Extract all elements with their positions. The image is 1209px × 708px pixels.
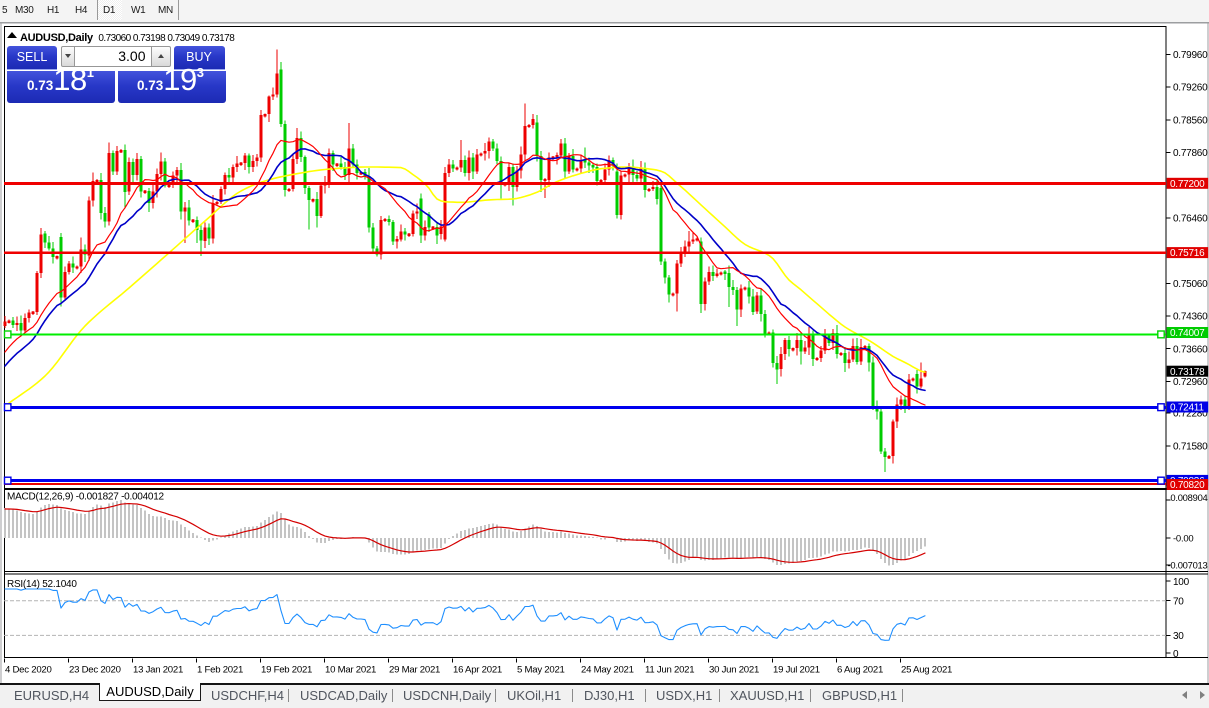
svg-text:0.74360: 0.74360 — [1173, 312, 1208, 323]
svg-text:19 Jul 2021: 19 Jul 2021 — [773, 665, 820, 676]
svg-text:0.70820: 0.70820 — [1170, 480, 1205, 491]
svg-text:13 Jan 2021: 13 Jan 2021 — [133, 665, 183, 676]
svg-text:25 Aug 2021: 25 Aug 2021 — [901, 665, 952, 676]
svg-text:1 Feb 2021: 1 Feb 2021 — [197, 665, 243, 676]
svg-text:0.008904: 0.008904 — [1170, 492, 1207, 503]
svg-text:0.75060: 0.75060 — [1173, 279, 1208, 290]
svg-text:10 Mar 2021: 10 Mar 2021 — [325, 665, 376, 676]
svg-text:19 Feb 2021: 19 Feb 2021 — [261, 665, 312, 676]
svg-text:24 May 2021: 24 May 2021 — [581, 665, 634, 676]
svg-text:0.79260: 0.79260 — [1173, 83, 1208, 94]
svg-text:0.72960: 0.72960 — [1173, 377, 1208, 388]
svg-text:0.79960: 0.79960 — [1173, 50, 1208, 61]
svg-text:30 Jun 2021: 30 Jun 2021 — [709, 665, 759, 676]
svg-text:29 Mar 2021: 29 Mar 2021 — [389, 665, 440, 676]
svg-text:23 Dec 2020: 23 Dec 2020 — [69, 665, 121, 676]
svg-text:0.71580: 0.71580 — [1173, 441, 1208, 452]
svg-text:0.73660: 0.73660 — [1173, 344, 1208, 355]
svg-text:0.73178: 0.73178 — [1170, 367, 1205, 378]
svg-text:0.72411: 0.72411 — [1170, 403, 1204, 414]
svg-text:0.74007: 0.74007 — [1170, 328, 1205, 339]
svg-text:70: 70 — [1173, 596, 1184, 607]
svg-text:16 Apr 2021: 16 Apr 2021 — [453, 665, 502, 676]
svg-text:5 May 2021: 5 May 2021 — [517, 665, 565, 676]
svg-text:0.77200: 0.77200 — [1170, 179, 1205, 190]
svg-text:4 Dec 2020: 4 Dec 2020 — [5, 665, 52, 676]
svg-text:RSI(14) 52.1040: RSI(14) 52.1040 — [7, 579, 77, 590]
svg-text:6 Aug 2021: 6 Aug 2021 — [837, 665, 883, 676]
svg-text:-0.007013: -0.007013 — [1168, 560, 1208, 571]
svg-text:-0.00: -0.00 — [1173, 534, 1193, 545]
svg-text:0.72280: 0.72280 — [1173, 409, 1208, 420]
svg-text:30: 30 — [1173, 631, 1184, 642]
svg-text:0.77860: 0.77860 — [1173, 148, 1208, 159]
svg-text:0: 0 — [1173, 649, 1179, 660]
svg-text:100: 100 — [1173, 577, 1190, 588]
svg-text:11 Jun 2021: 11 Jun 2021 — [645, 665, 694, 676]
svg-text:0.76460: 0.76460 — [1173, 214, 1208, 225]
svg-text:MACD(12,26,9) -0.001827 -0.004: MACD(12,26,9) -0.001827 -0.004012 — [7, 492, 165, 503]
svg-text:0.78560: 0.78560 — [1173, 115, 1208, 126]
svg-text:0.75716: 0.75716 — [1170, 248, 1205, 259]
